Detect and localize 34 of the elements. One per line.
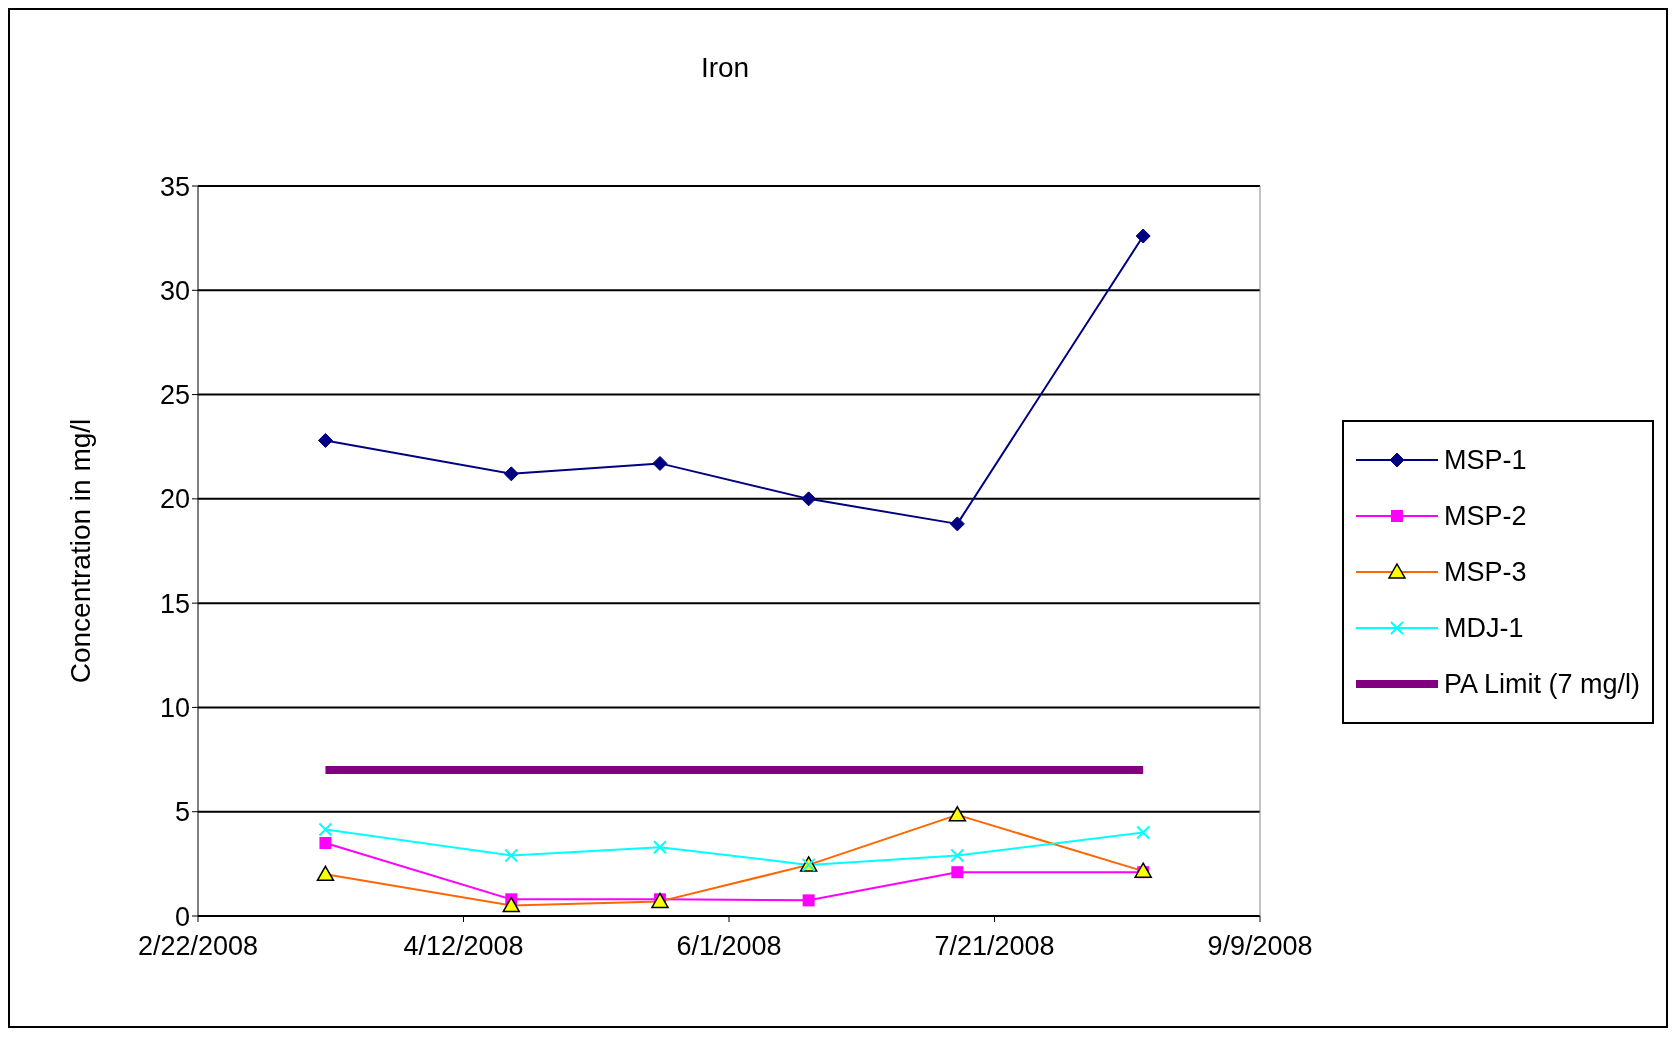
- point: [318, 822, 333, 837]
- point: [503, 466, 519, 482]
- y-tick-label: 10: [159, 693, 190, 724]
- point: [1136, 825, 1151, 840]
- y-axis-title: Concentration in mg/l: [64, 418, 96, 684]
- y-tick-label: 30: [159, 275, 190, 306]
- point: [1135, 228, 1151, 244]
- point: [802, 894, 815, 907]
- point: [504, 848, 519, 863]
- point: [652, 455, 668, 471]
- x-tick-label: 2/22/2008: [137, 931, 259, 962]
- x-tick-label: 7/21/2008: [934, 931, 1055, 962]
- legend-label: MDJ-1: [1444, 612, 1524, 644]
- legend-label: PA Limit (7 mg/l): [1444, 668, 1641, 700]
- legend-label: MSP-1: [1444, 444, 1527, 476]
- y-tick-label: 5: [174, 797, 190, 828]
- y-tick-label: 15: [159, 588, 190, 619]
- x-tick-label: 9/9/2008: [1207, 931, 1313, 962]
- point: [951, 866, 964, 879]
- point: [950, 848, 965, 863]
- x-tick-label: 4/12/2008: [403, 931, 524, 962]
- legend-label: MSP-2: [1444, 500, 1527, 532]
- point: [317, 432, 333, 448]
- y-tick-label: 35: [159, 171, 190, 202]
- point: [801, 491, 817, 507]
- legend-label: MSP-3: [1444, 556, 1527, 588]
- y-tick-label: 20: [159, 484, 190, 515]
- point: [949, 516, 965, 532]
- point: [652, 840, 667, 855]
- y-tick-label: 0: [174, 901, 190, 932]
- point: [319, 837, 332, 849]
- x-tick-label: 6/1/2008: [676, 931, 782, 962]
- chart-title: Iron: [699, 52, 751, 84]
- y-tick-label: 25: [159, 380, 190, 411]
